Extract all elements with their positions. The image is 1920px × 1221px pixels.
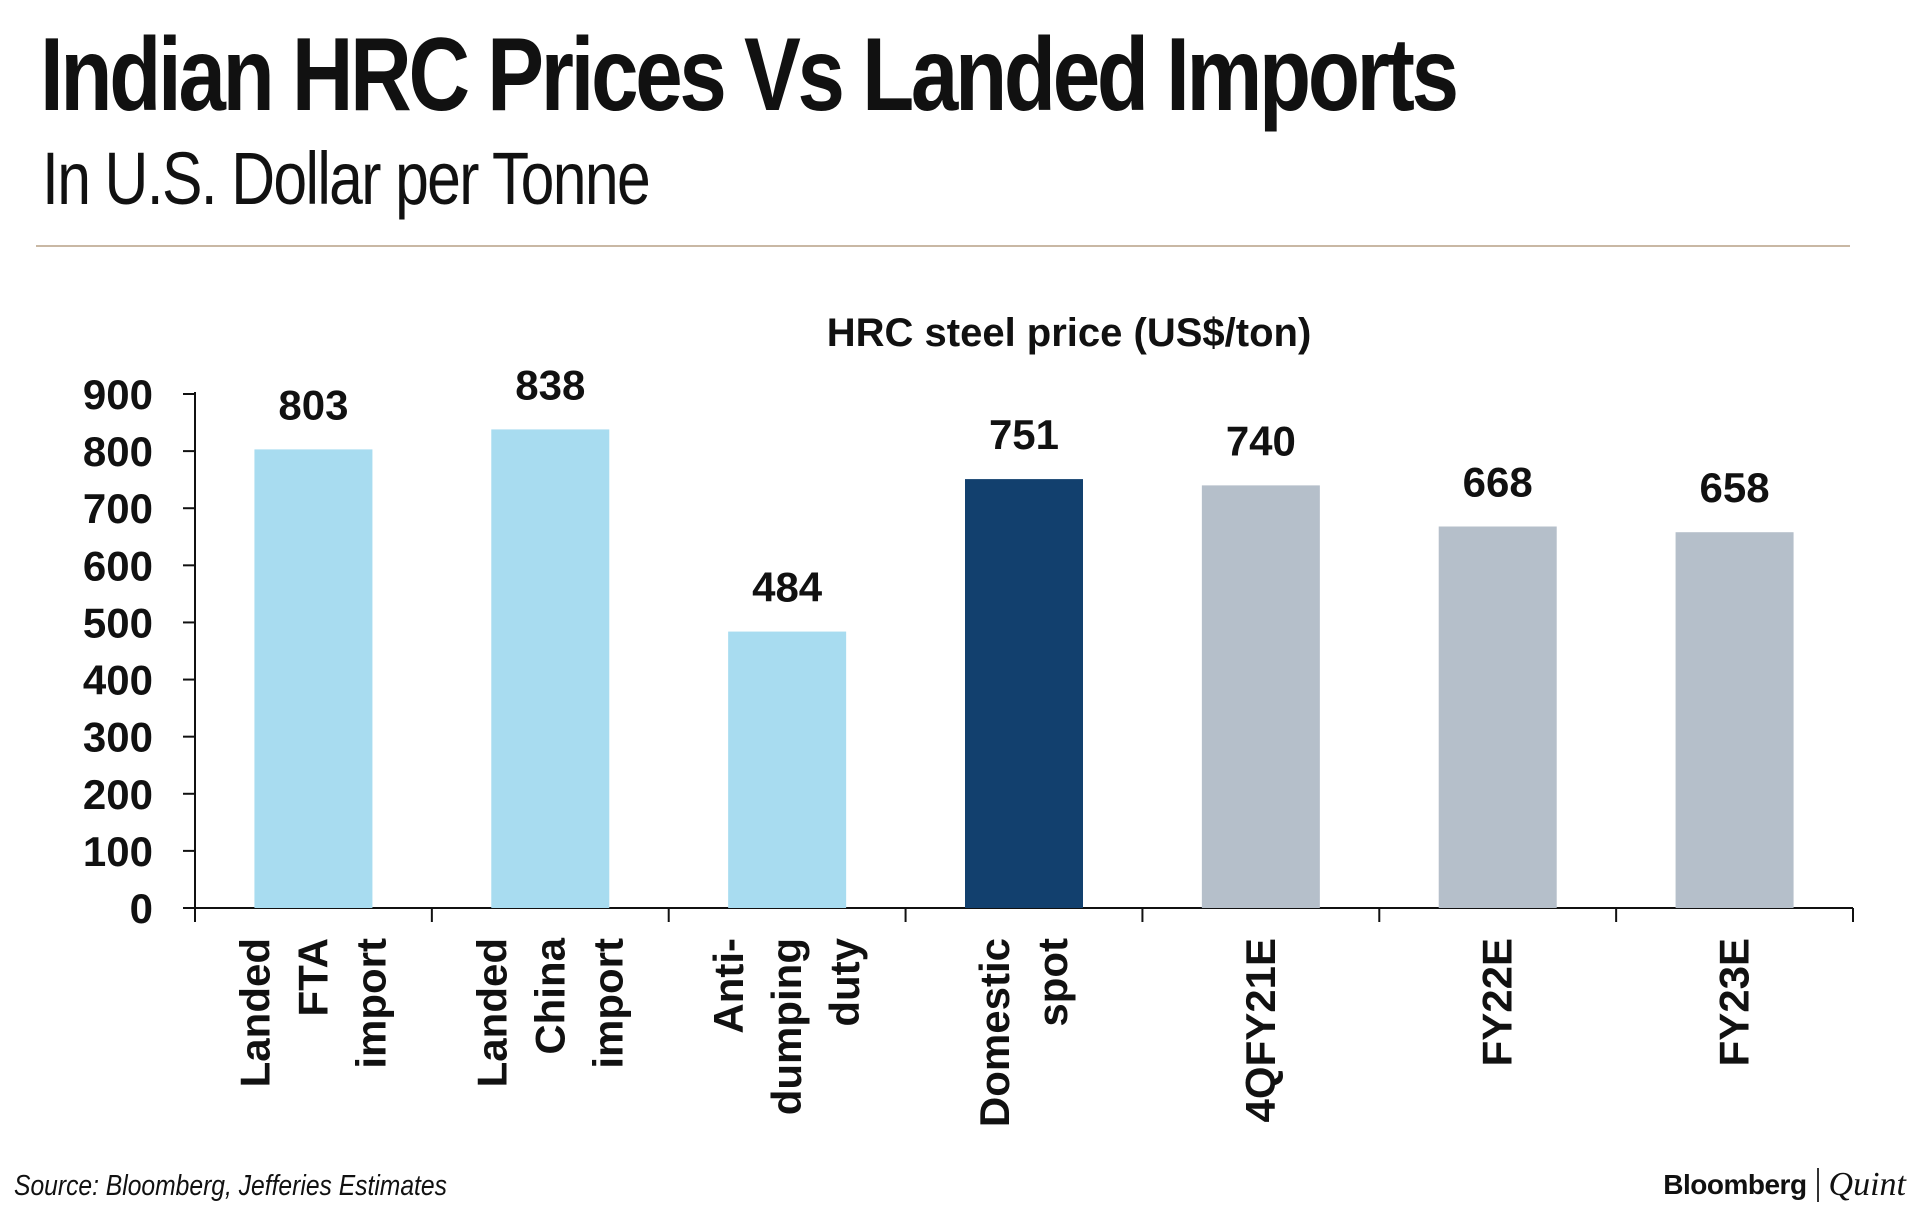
x-tick-label: Landed: [231, 938, 278, 1087]
bar: [1201, 485, 1320, 908]
data-label: 838: [515, 361, 585, 408]
y-tick-label: 800: [83, 428, 153, 475]
page-title: Indian HRC Prices Vs Landed Imports: [40, 17, 1459, 133]
y-tick-label: 700: [83, 485, 153, 532]
bar: [254, 449, 373, 908]
data-label: 803: [278, 381, 348, 428]
bar: [1438, 526, 1557, 908]
data-label: 740: [1226, 417, 1296, 464]
bar: [1675, 532, 1794, 908]
data-label: 484: [752, 564, 823, 611]
x-tick-label: import: [347, 938, 394, 1069]
y-tick-label: 900: [83, 371, 153, 418]
bar: [491, 429, 610, 908]
data-label: 751: [989, 411, 1059, 458]
x-tick-label: FY22E: [1474, 938, 1521, 1066]
header-divider: [36, 245, 1850, 247]
x-tick-label: duty: [821, 937, 868, 1026]
x-tick-label: FY23E: [1711, 938, 1758, 1066]
y-tick-label: 600: [83, 542, 153, 589]
brand-quint: Quint: [1828, 1166, 1906, 1203]
y-tick-label: 400: [83, 657, 153, 704]
y-tick-label: 100: [83, 828, 153, 875]
x-tick-label: Domestic: [971, 938, 1018, 1127]
bar: [728, 631, 847, 908]
y-tick-label: 200: [83, 771, 153, 818]
brand-divider: [1816, 1168, 1819, 1202]
x-tick-label: spot: [1029, 938, 1076, 1027]
page-subtitle: In U.S. Dollar per Tonne: [42, 137, 651, 220]
x-tick-label: import: [584, 938, 631, 1069]
brand-logo: Bloomberg Quint: [1663, 1166, 1906, 1204]
chart-title: HRC steel price (US$/ton): [827, 311, 1312, 355]
x-tick-label: China: [526, 937, 573, 1054]
y-tick-label: 0: [130, 885, 153, 932]
y-tick-label: 300: [83, 714, 153, 761]
bar: [965, 479, 1083, 908]
x-tick-label: Landed: [468, 938, 515, 1087]
x-tick-label: Anti-: [705, 938, 752, 1034]
x-tick-label: dumping: [763, 938, 810, 1115]
data-label: 668: [1463, 458, 1533, 505]
source-note: Source: Bloomberg, Jefferies Estimates: [14, 1170, 447, 1202]
x-tick-label: FTA: [289, 938, 336, 1017]
brand-bloomberg: Bloomberg: [1663, 1169, 1807, 1200]
x-tick-label: 4QFY21E: [1237, 938, 1284, 1122]
data-label: 658: [1700, 464, 1770, 511]
y-tick-label: 500: [83, 599, 153, 646]
